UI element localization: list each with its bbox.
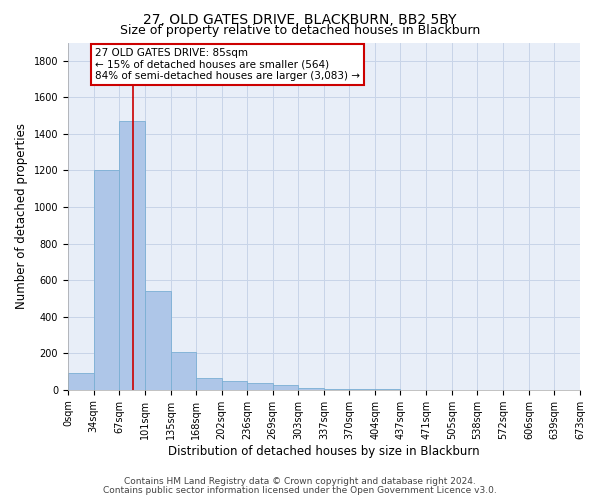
Bar [298,388,325,390]
X-axis label: Distribution of detached houses by size in Blackburn: Distribution of detached houses by size … [168,444,480,458]
Bar [221,382,247,390]
Bar [145,291,170,390]
Bar [68,374,94,390]
Text: 27 OLD GATES DRIVE: 85sqm
← 15% of detached houses are smaller (564)
84% of semi: 27 OLD GATES DRIVE: 85sqm ← 15% of detac… [95,48,360,81]
Bar [94,170,119,390]
Text: Contains public sector information licensed under the Open Government Licence v3: Contains public sector information licen… [103,486,497,495]
Text: Contains HM Land Registry data © Crown copyright and database right 2024.: Contains HM Land Registry data © Crown c… [124,477,476,486]
Bar [325,389,349,390]
Bar [272,384,298,390]
Text: Size of property relative to detached houses in Blackburn: Size of property relative to detached ho… [120,24,480,37]
Bar [170,352,196,390]
Bar [247,384,272,390]
Bar [119,121,145,390]
Bar [196,378,221,390]
Y-axis label: Number of detached properties: Number of detached properties [15,123,28,309]
Text: 27, OLD GATES DRIVE, BLACKBURN, BB2 5BY: 27, OLD GATES DRIVE, BLACKBURN, BB2 5BY [143,12,457,26]
Bar [349,389,376,390]
